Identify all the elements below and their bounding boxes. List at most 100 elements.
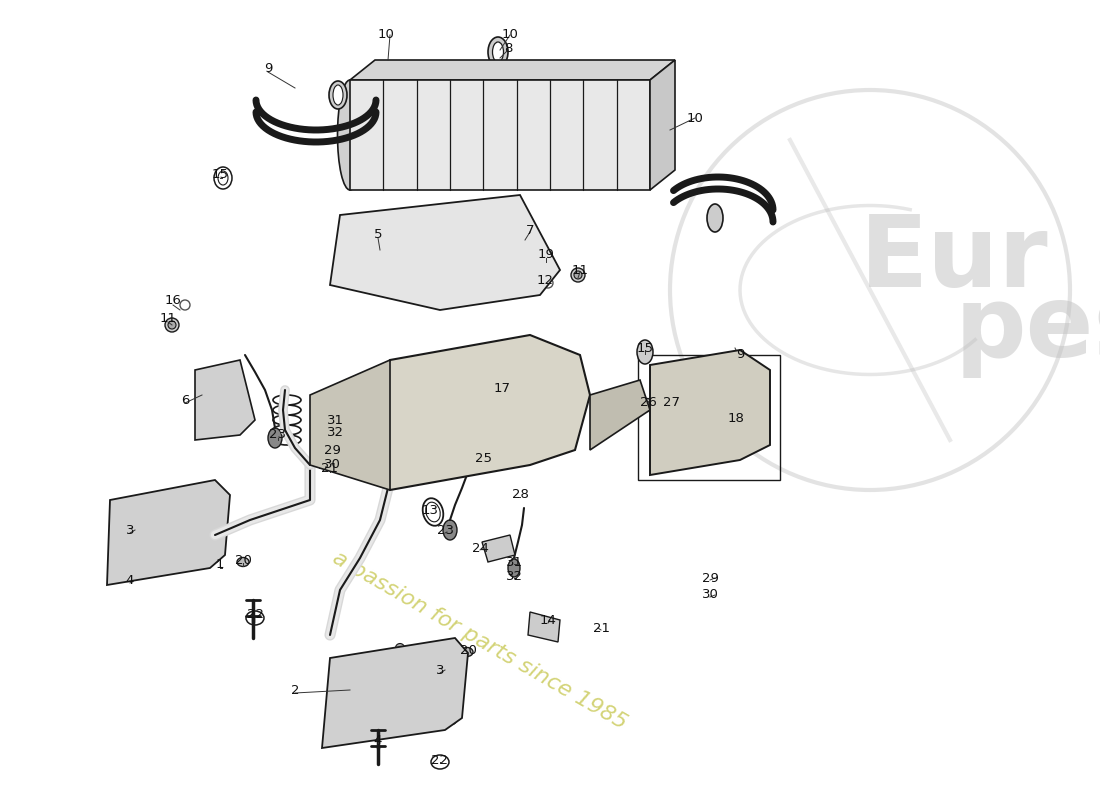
Ellipse shape: [574, 271, 582, 279]
Text: 19: 19: [538, 249, 554, 262]
Ellipse shape: [396, 726, 405, 734]
Polygon shape: [350, 80, 650, 190]
Polygon shape: [482, 535, 515, 562]
Text: 32: 32: [506, 570, 522, 582]
Text: 31: 31: [327, 414, 343, 426]
Text: 10: 10: [377, 29, 395, 42]
Text: 29: 29: [702, 571, 718, 585]
Ellipse shape: [341, 659, 365, 677]
Ellipse shape: [640, 398, 653, 411]
Ellipse shape: [528, 247, 532, 253]
Ellipse shape: [448, 643, 456, 653]
Ellipse shape: [363, 238, 367, 242]
Text: 1: 1: [216, 558, 224, 571]
Ellipse shape: [707, 204, 723, 232]
Text: a passion for parts since 1985: a passion for parts since 1985: [329, 547, 630, 733]
Text: 28: 28: [512, 489, 528, 502]
Ellipse shape: [123, 526, 147, 544]
Ellipse shape: [180, 300, 190, 310]
Ellipse shape: [341, 684, 365, 702]
Text: 4: 4: [125, 574, 134, 586]
Ellipse shape: [539, 255, 553, 265]
Ellipse shape: [206, 389, 224, 411]
Text: pes: pes: [955, 282, 1100, 378]
Ellipse shape: [361, 235, 370, 245]
Ellipse shape: [390, 233, 399, 242]
Ellipse shape: [170, 494, 179, 502]
Text: 23: 23: [437, 523, 453, 537]
Ellipse shape: [338, 80, 363, 190]
Ellipse shape: [542, 257, 550, 263]
Ellipse shape: [493, 42, 504, 62]
Ellipse shape: [651, 78, 673, 173]
Ellipse shape: [657, 115, 667, 134]
Ellipse shape: [425, 69, 455, 81]
Ellipse shape: [653, 111, 671, 139]
Polygon shape: [310, 360, 390, 490]
Ellipse shape: [481, 454, 493, 466]
Polygon shape: [590, 380, 650, 450]
Text: 2: 2: [290, 683, 299, 697]
Ellipse shape: [485, 221, 495, 230]
Ellipse shape: [461, 647, 473, 657]
Polygon shape: [650, 350, 770, 475]
Ellipse shape: [170, 563, 179, 573]
Ellipse shape: [236, 558, 249, 566]
Polygon shape: [528, 612, 560, 642]
Text: 22: 22: [246, 609, 264, 622]
Text: 26: 26: [639, 395, 657, 409]
Text: 20: 20: [234, 554, 252, 566]
Text: 30: 30: [323, 458, 340, 471]
Ellipse shape: [168, 321, 176, 329]
Text: 7: 7: [526, 223, 535, 237]
Ellipse shape: [123, 501, 147, 519]
Ellipse shape: [508, 559, 520, 577]
Text: 9: 9: [736, 349, 745, 362]
Text: 3: 3: [436, 663, 444, 677]
Ellipse shape: [268, 428, 282, 448]
Ellipse shape: [571, 268, 585, 282]
Text: 11: 11: [160, 311, 176, 325]
Ellipse shape: [329, 81, 346, 109]
Text: 17: 17: [494, 382, 510, 394]
Text: 22: 22: [431, 754, 449, 766]
Text: 23: 23: [270, 429, 286, 442]
Text: 20: 20: [460, 643, 476, 657]
Ellipse shape: [448, 715, 456, 725]
Text: 6: 6: [180, 394, 189, 406]
Polygon shape: [350, 60, 675, 80]
Ellipse shape: [396, 643, 405, 653]
Ellipse shape: [341, 709, 365, 727]
Text: 8: 8: [504, 42, 513, 54]
Text: 10: 10: [502, 29, 518, 42]
Text: 29: 29: [323, 443, 340, 457]
Polygon shape: [107, 480, 230, 585]
Text: 16: 16: [165, 294, 182, 306]
Text: 12: 12: [537, 274, 553, 286]
Polygon shape: [650, 60, 675, 190]
Text: 30: 30: [702, 589, 718, 602]
Ellipse shape: [526, 246, 535, 254]
Text: 21: 21: [593, 622, 609, 634]
Text: 11: 11: [572, 263, 588, 277]
Ellipse shape: [515, 69, 544, 81]
Ellipse shape: [393, 234, 397, 239]
Ellipse shape: [543, 278, 553, 288]
Text: 3: 3: [125, 523, 134, 537]
Text: 32: 32: [327, 426, 343, 438]
Polygon shape: [330, 195, 560, 310]
Polygon shape: [360, 335, 590, 490]
Polygon shape: [322, 638, 468, 748]
Ellipse shape: [324, 461, 336, 469]
Ellipse shape: [123, 549, 147, 567]
Ellipse shape: [664, 401, 675, 410]
Text: 5: 5: [374, 229, 383, 242]
Ellipse shape: [487, 222, 493, 227]
Text: Eur: Eur: [860, 211, 1048, 309]
Ellipse shape: [210, 494, 220, 502]
Polygon shape: [195, 360, 255, 440]
Ellipse shape: [443, 520, 456, 540]
Ellipse shape: [210, 554, 220, 562]
Text: 4: 4: [374, 734, 382, 746]
Text: 15: 15: [211, 169, 229, 182]
